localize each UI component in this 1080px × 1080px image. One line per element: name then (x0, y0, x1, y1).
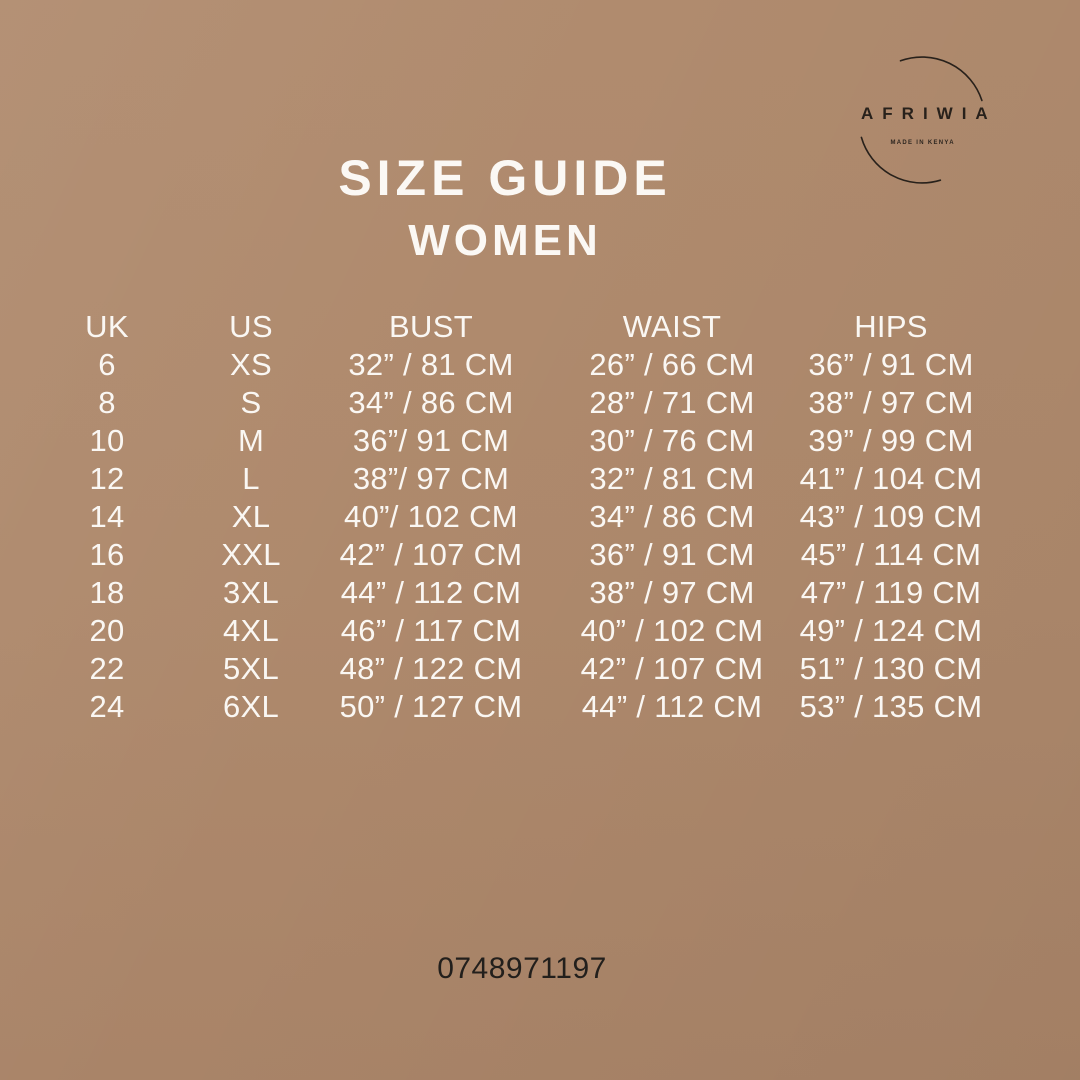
size-table: UK US BUST WAIST HIPS 6 XS 32” / 81 CM 26” / 66 … (27, 308, 985, 726)
brand-circle-icon (860, 56, 983, 184)
table-cell: 46” / 117 CM (340, 613, 522, 648)
table-cell: 41” / 104 CM (799, 461, 983, 496)
table-row: 22 5XL 48” / 122 CM 42” / 107 CM 51” / 130 C… (27, 650, 985, 688)
table-row: 14 XL 40”/ 102 CM 34” / 86 CM 43” / 109 CM (27, 498, 985, 536)
table-cell: 16 (89, 537, 125, 572)
table-cell: 22 (89, 651, 125, 686)
table-cell: 53” / 135 CM (799, 689, 983, 724)
table-cell: 34” / 86 CM (348, 385, 514, 420)
table-cell: 32” / 81 CM (348, 347, 514, 382)
table-cell: 34” / 86 CM (589, 499, 755, 534)
column-header-uk: UK (85, 309, 129, 344)
table-row: 24 6XL 50” / 127 CM 44” / 112 CM 53” / 135 C… (27, 688, 985, 726)
table-cell: 14 (89, 499, 125, 534)
table-cell: 30” / 76 CM (589, 423, 755, 458)
table-cell: 40” / 102 CM (580, 613, 764, 648)
phone-number: 0748971197 (437, 952, 607, 985)
table-row: 10 M 36”/ 91 CM 30” / 76 CM 39” / 99 CM (27, 422, 985, 460)
table-cell: 44” / 112 CM (340, 575, 522, 610)
column-header-us: US (229, 309, 273, 344)
brand-tagline: MADE IN KENYA (890, 140, 955, 146)
column-header-bust: BUST (389, 309, 473, 344)
table-cell: 36” / 91 CM (589, 537, 755, 572)
table-cell: 18 (89, 575, 125, 610)
table-cell: 10 (89, 423, 125, 458)
table-cell: M (237, 423, 265, 458)
table-row: 16 XXL 42” / 107 CM 36” / 91 CM 45” / 114 CM (27, 536, 985, 574)
table-cell: 50” / 127 CM (339, 689, 523, 724)
page-title: SIZE GUIDE (338, 150, 672, 206)
table-cell: 20 (89, 613, 125, 648)
page-subtitle: WOMEN (408, 216, 602, 265)
table-cell: 8 (98, 385, 116, 420)
brand-logo: AFRIWIA MADE IN KENYA (852, 42, 992, 192)
table-cell: 38”/ 97 CM (352, 461, 510, 496)
table-cell: XL (231, 499, 271, 534)
table-row: 12 L 38”/ 97 CM 32” / 81 CM 41” / 104 CM (27, 460, 985, 498)
table-cell: 36”/ 91 CM (352, 423, 510, 458)
table-cell: 36” / 91 CM (808, 347, 974, 382)
column-header-waist: WAIST (622, 309, 722, 344)
heading-block: SIZE GUIDE WOMEN (0, 148, 1010, 266)
table-cell: L (242, 461, 260, 496)
table-cell: XS (230, 347, 272, 382)
table-cell: 45” / 114 CM (800, 537, 982, 572)
table-cell: 26” / 66 CM (589, 347, 755, 382)
table-cell: 47” / 119 CM (800, 575, 982, 610)
table-cell: 38” / 97 CM (808, 385, 974, 420)
table-cell: 40”/ 102 CM (344, 499, 518, 534)
table-cell: 24 (89, 689, 125, 724)
table-cell: 12 (89, 461, 125, 496)
table-cell: 42” / 107 CM (580, 651, 764, 686)
table-cell: 32” / 81 CM (589, 461, 755, 496)
table-row: 20 4XL 46” / 117 CM 40” / 102 CM 49” / 124 C… (27, 612, 985, 650)
table-cell: 38” / 97 CM (589, 575, 755, 610)
column-header-hips: HIPS (854, 309, 928, 344)
table-row: 8 S 34” / 86 CM 28” / 71 CM 38” / 97 CM (27, 384, 985, 422)
table-cell: 49” / 124 CM (799, 613, 983, 648)
table-header-row: UK US BUST WAIST HIPS (27, 308, 985, 346)
table-cell: 48” / 122 CM (339, 651, 523, 686)
table-cell: 43” / 109 CM (799, 499, 983, 534)
table-cell: XXL (221, 537, 281, 572)
table-cell: 28” / 71 CM (589, 385, 755, 420)
brand-name: AFRIWIA (861, 104, 997, 123)
table-cell: S (240, 385, 262, 420)
table-cell: 6XL (222, 689, 280, 724)
table-row: 6 XS 32” / 81 CM 26” / 66 CM 36” / 91 CM (27, 346, 985, 384)
table-cell: 51” / 130 CM (799, 651, 983, 686)
table-row: 18 3XL 44” / 112 CM 38” / 97 CM 47” / 119 CM (27, 574, 985, 612)
table-cell: 5XL (222, 651, 280, 686)
table-cell: 39” / 99 CM (808, 423, 974, 458)
table-cell: 4XL (222, 613, 280, 648)
table-cell: 3XL (222, 575, 280, 610)
table-cell: 44” / 112 CM (581, 689, 763, 724)
table-cell: 6 (98, 347, 116, 382)
table-cell: 42” / 107 CM (339, 537, 523, 572)
